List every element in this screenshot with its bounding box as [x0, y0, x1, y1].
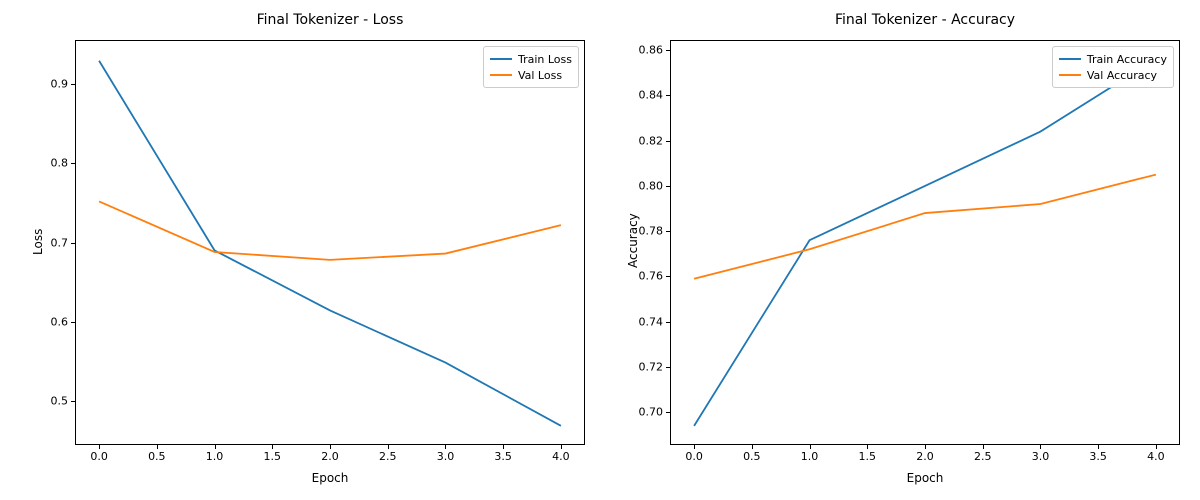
x-tick-label: 4.0: [1147, 450, 1165, 463]
legend-swatch: [1059, 74, 1081, 76]
x-tick-label: 1.5: [859, 450, 877, 463]
x-tick-label: 3.0: [1032, 450, 1050, 463]
accuracy-ylabel: Accuracy: [626, 213, 640, 268]
x-tick-mark: [99, 444, 100, 449]
y-tick-mark: [71, 322, 76, 323]
y-tick-label: 0.7: [51, 236, 69, 249]
loss-legend: Train Loss Val Loss: [483, 46, 579, 88]
x-tick-label: 3.0: [437, 450, 455, 463]
y-tick-mark: [666, 276, 671, 277]
legend-row-train-loss: Train Loss: [490, 51, 572, 67]
series-line: [99, 201, 561, 259]
x-tick-label: 3.5: [1089, 450, 1107, 463]
legend-swatch: [490, 58, 512, 60]
legend-swatch: [490, 74, 512, 76]
x-tick-label: 0.0: [685, 450, 703, 463]
x-tick-mark: [157, 444, 158, 449]
x-tick-label: 2.0: [321, 450, 339, 463]
legend-row-val-loss: Val Loss: [490, 67, 572, 83]
legend-label: Train Loss: [518, 53, 572, 66]
x-tick-label: 2.5: [974, 450, 992, 463]
y-tick-label: 0.80: [639, 179, 664, 192]
accuracy-title: Final Tokenizer - Accuracy: [670, 12, 1180, 28]
x-tick-mark: [925, 444, 926, 449]
y-tick-mark: [666, 50, 671, 51]
loss-axes: Final Tokenizer - Loss 0.00.51.01.52.02.…: [75, 40, 585, 445]
x-tick-mark: [983, 444, 984, 449]
x-tick-mark: [810, 444, 811, 449]
y-tick-label: 0.8: [51, 157, 69, 170]
figure: Final Tokenizer - Loss 0.00.51.01.52.02.…: [0, 0, 1200, 500]
x-tick-mark: [388, 444, 389, 449]
y-tick-label: 0.72: [639, 361, 664, 374]
x-tick-mark: [1098, 444, 1099, 449]
loss-ylabel: Loss: [31, 228, 45, 254]
y-tick-label: 0.84: [639, 89, 664, 102]
y-tick-label: 0.78: [639, 225, 664, 238]
x-tick-mark: [503, 444, 504, 449]
y-tick-mark: [666, 367, 671, 368]
accuracy-plot-area: 0.00.51.01.52.02.53.03.54.00.700.720.740…: [670, 40, 1180, 445]
legend-row-train-acc: Train Accuracy: [1059, 51, 1167, 67]
x-tick-label: 2.5: [379, 450, 397, 463]
x-tick-mark: [215, 444, 216, 449]
x-tick-label: 2.0: [916, 450, 934, 463]
accuracy-axes: Final Tokenizer - Accuracy 0.00.51.01.52…: [670, 40, 1180, 445]
loss-title: Final Tokenizer - Loss: [75, 12, 585, 28]
y-tick-label: 0.74: [639, 315, 664, 328]
y-tick-label: 0.86: [639, 44, 664, 57]
y-tick-label: 0.76: [639, 270, 664, 283]
x-tick-mark: [561, 444, 562, 449]
y-tick-mark: [666, 186, 671, 187]
x-tick-label: 0.5: [743, 450, 761, 463]
y-tick-mark: [666, 322, 671, 323]
y-tick-mark: [666, 95, 671, 96]
accuracy-legend: Train Accuracy Val Accuracy: [1052, 46, 1174, 88]
x-tick-label: 0.0: [90, 450, 108, 463]
y-tick-label: 0.9: [51, 78, 69, 91]
x-tick-mark: [1040, 444, 1041, 449]
x-tick-label: 1.5: [264, 450, 282, 463]
y-tick-label: 0.6: [51, 315, 69, 328]
y-tick-mark: [71, 84, 76, 85]
series-line: [694, 175, 1156, 279]
y-tick-mark: [71, 243, 76, 244]
y-tick-mark: [71, 401, 76, 402]
x-tick-mark: [445, 444, 446, 449]
x-tick-mark: [330, 444, 331, 449]
loss-xlabel: Epoch: [75, 471, 585, 485]
loss-plot-area: 0.00.51.01.52.02.53.03.54.00.50.60.70.80…: [75, 40, 585, 445]
x-tick-label: 1.0: [206, 450, 224, 463]
x-tick-mark: [867, 444, 868, 449]
y-tick-label: 0.82: [639, 134, 664, 147]
x-tick-mark: [752, 444, 753, 449]
legend-label: Val Loss: [518, 69, 562, 82]
legend-label: Val Accuracy: [1087, 69, 1157, 82]
y-tick-mark: [666, 412, 671, 413]
x-tick-label: 1.0: [801, 450, 819, 463]
y-tick-label: 0.70: [639, 406, 664, 419]
accuracy-lines-svg: [671, 41, 1179, 444]
accuracy-xlabel: Epoch: [670, 471, 1180, 485]
series-line: [694, 59, 1156, 426]
legend-row-val-acc: Val Accuracy: [1059, 67, 1167, 83]
loss-lines-svg: [76, 41, 584, 444]
y-tick-mark: [666, 141, 671, 142]
legend-swatch: [1059, 58, 1081, 60]
x-tick-label: 3.5: [494, 450, 512, 463]
x-tick-label: 0.5: [148, 450, 166, 463]
x-tick-mark: [694, 444, 695, 449]
y-tick-mark: [71, 163, 76, 164]
x-tick-label: 4.0: [552, 450, 570, 463]
y-tick-mark: [666, 231, 671, 232]
series-line: [99, 61, 561, 426]
y-tick-label: 0.5: [51, 394, 69, 407]
x-tick-mark: [272, 444, 273, 449]
x-tick-mark: [1156, 444, 1157, 449]
legend-label: Train Accuracy: [1087, 53, 1167, 66]
